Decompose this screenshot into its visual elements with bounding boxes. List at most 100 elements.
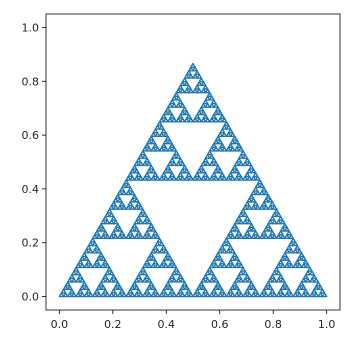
sierpinski-mark-157 xyxy=(163,248,169,254)
sierpinski-mark-695 xyxy=(202,99,209,105)
sierpinski-mark-413 xyxy=(231,223,238,229)
sierpinski-mark-472 xyxy=(271,204,278,210)
y-axis: 0.0 0.2 0.4 0.6 0.8 1.0 xyxy=(22,21,46,304)
sierpinski-mark-359 xyxy=(298,281,305,287)
sierpinski-mark-262 xyxy=(204,277,211,283)
sierpinski-mark-200 xyxy=(144,230,150,236)
sierpinski-mark-159 xyxy=(154,241,161,247)
sierpinski-mark-292 xyxy=(246,277,253,283)
sierpinski-mark-27 xyxy=(92,292,98,298)
sierpinski-mark-503 xyxy=(148,164,155,170)
sierpinski-mark-450 xyxy=(267,219,274,225)
sierpinski-mark-162 xyxy=(92,233,98,239)
sierpinski-mark-45 xyxy=(100,277,107,283)
sierpinski-mark-557 xyxy=(165,135,171,141)
sierpinski-mark-274 xyxy=(238,292,244,298)
sierpinski-mark-285 xyxy=(246,284,253,290)
sierpinski-mark-163 xyxy=(96,233,102,239)
sierpinski-mark-346 xyxy=(280,277,286,283)
sierpinski-mark-461 xyxy=(244,201,251,207)
sierpinski-mark-700 xyxy=(208,95,215,101)
sierpinski-mark-396 xyxy=(284,248,290,254)
sierpinski-mark-495 xyxy=(142,175,148,181)
sierpinski-mark-538 xyxy=(175,153,182,159)
axes-frame xyxy=(45,13,341,311)
sierpinski-mark-304 xyxy=(217,255,223,261)
sierpinski-mark-68 xyxy=(102,259,109,265)
sierpinski-mark-270 xyxy=(225,292,232,298)
sierpinski-mark-531 xyxy=(167,161,173,167)
sierpinski-mark-114 xyxy=(163,284,169,290)
sierpinski-mark-21 xyxy=(75,277,81,283)
sierpinski-mark-372 xyxy=(309,277,315,283)
sierpinski-mark-620 xyxy=(240,150,246,156)
sierpinski-mark-341 xyxy=(282,281,288,287)
sierpinski-mark-577 xyxy=(213,175,219,181)
sierpinski-mark-191 xyxy=(127,230,134,236)
sierpinski-mark-18 xyxy=(67,277,73,283)
sierpinski-mark-610 xyxy=(250,168,257,174)
sierpinski-mark-305 xyxy=(215,252,221,258)
sierpinski-mark-70 xyxy=(100,255,107,261)
sierpinski-mark-519 xyxy=(163,168,169,174)
sierpinski-mark-276 xyxy=(229,284,236,290)
sierpinski-mark-178 xyxy=(117,226,123,232)
sierpinski-mark-366 xyxy=(313,284,319,290)
sierpinski-mark-574 xyxy=(200,168,207,174)
sierpinski-mark-424 xyxy=(238,219,244,225)
sierpinski-mark-583 xyxy=(217,168,223,174)
sierpinski-mark-79 xyxy=(92,241,98,247)
sierpinski-mark-219 xyxy=(117,204,123,210)
sierpinski-mark-465 xyxy=(246,197,253,203)
sierpinski-mark-589 xyxy=(213,161,219,167)
sierpinski-mark-378 xyxy=(275,263,282,269)
sierpinski-mark-169 xyxy=(100,226,107,232)
sierpinski-mark-406 xyxy=(229,233,236,239)
sierpinski-mark-131 xyxy=(177,274,184,280)
sierpinski-mark-708 xyxy=(179,81,186,87)
sierpinski-mark-296 xyxy=(240,266,246,272)
sierpinski-mark-98 xyxy=(148,281,155,287)
sierpinski-mark-522 xyxy=(175,175,182,181)
sierpinski-mark-310 xyxy=(238,263,244,269)
sierpinski-mark-77 xyxy=(94,244,100,250)
sierpinski-mark-389 xyxy=(294,259,301,265)
sierpinski-mark-419 xyxy=(252,230,259,236)
sierpinski-mark-229 xyxy=(138,204,144,210)
sierpinski-mark-355 xyxy=(305,292,311,298)
sierpinski-mark-470 xyxy=(261,201,267,207)
sierpinski-mark-371 xyxy=(302,274,309,280)
sierpinski-mark-48 xyxy=(108,277,115,283)
sierpinski-mark-487 xyxy=(129,175,136,181)
sierpinski-mark-436 xyxy=(271,233,278,239)
sierpinski-mark-113 xyxy=(169,288,175,294)
sierpinski-mark-116 xyxy=(165,281,171,287)
sierpinski-mark-469 xyxy=(263,204,269,210)
sierpinski-mark-332 xyxy=(265,281,271,287)
sierpinski-mark-482 xyxy=(261,186,267,192)
sierpinski-mark-631 xyxy=(229,146,236,152)
sierpinski-mark-177 xyxy=(112,226,119,232)
sierpinski-mark-399 xyxy=(292,248,299,254)
sierpinski-mark-570 xyxy=(200,175,207,181)
sierpinski-mark-369 xyxy=(300,277,307,283)
sierpinski-mark-657 xyxy=(175,117,182,123)
sierpinski-mark-549 xyxy=(158,146,165,152)
sierpinski-mark-94 xyxy=(154,292,161,298)
sierpinski-mark-110 xyxy=(160,288,167,294)
sierpinski-mark-130 xyxy=(179,277,186,283)
sierpinski-mark-335 xyxy=(277,288,284,294)
sierpinski-mark-188 xyxy=(106,208,113,214)
sierpinski-mark-66 xyxy=(100,263,107,269)
sierpinski-mark-707 xyxy=(186,84,192,90)
sierpinski-mark-36 xyxy=(108,292,115,298)
sierpinski-mark-506 xyxy=(135,157,142,163)
sierpinski-mark-339 xyxy=(280,284,286,290)
sierpinski-mark-553 xyxy=(171,146,178,152)
sierpinski-mark-297 xyxy=(208,263,215,269)
sierpinski-mark-453 xyxy=(275,219,282,225)
sierpinski-mark-56 xyxy=(77,259,84,265)
sierpinski-mark-496 xyxy=(146,175,152,181)
sierpinski-mark-410 xyxy=(236,230,242,236)
sierpinski-mark-405 xyxy=(225,233,232,239)
